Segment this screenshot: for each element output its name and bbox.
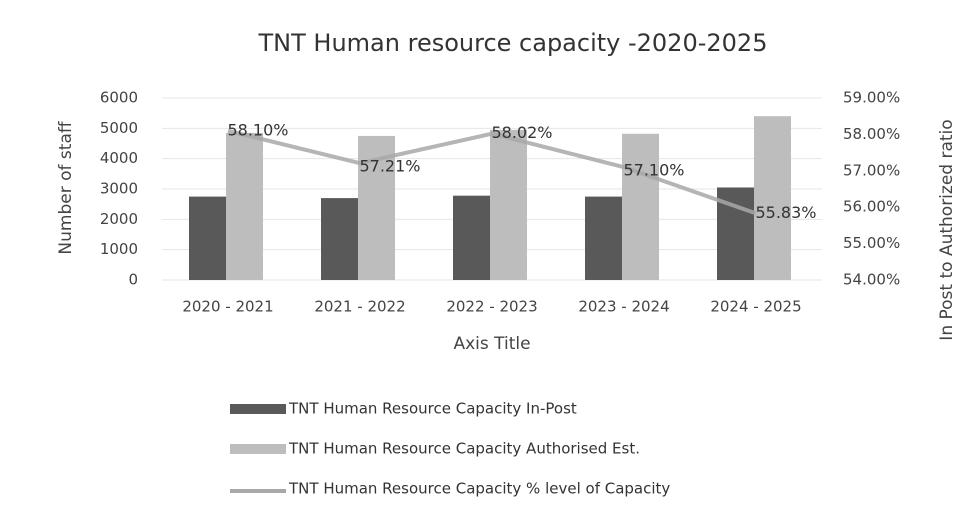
y-tick-label: 1000 (100, 240, 138, 258)
legend-label: TNT Human Resource Capacity Authorised E… (288, 440, 640, 458)
y2-tick-label: 56.00% (843, 198, 900, 216)
y2-tick-label: 54.00% (843, 271, 900, 289)
y2-tick-label: 55.00% (843, 234, 900, 252)
data-label: 57.21% (359, 157, 420, 176)
bar (226, 132, 263, 280)
bar (490, 129, 527, 280)
bar (321, 198, 358, 280)
legend-swatch (230, 444, 286, 454)
bar (189, 196, 226, 280)
x-tick-label: 2020 - 2021 (182, 298, 273, 316)
bar (754, 116, 791, 280)
y2-axis-title: In Post to Authorized ratio (937, 119, 957, 340)
y-tick-label: 3000 (100, 180, 138, 198)
line (227, 128, 757, 216)
data-label: 58.02% (491, 123, 552, 142)
x-axis-title: Axis Title (453, 334, 530, 354)
y2-tick-label: 58.00% (843, 125, 900, 143)
data-label: 57.10% (623, 161, 684, 180)
y-tick-label: 5000 (100, 119, 138, 137)
y2-tick-label: 59.00% (843, 89, 900, 107)
y-tick-label: 4000 (100, 149, 138, 167)
chart-title: TNT Human resource capacity -2020-2025 (258, 29, 768, 57)
x-tick-label: 2024 - 2025 (710, 298, 801, 316)
y-tick-label: 2000 (100, 210, 138, 228)
bar (585, 196, 622, 280)
legend-swatch (230, 404, 286, 414)
x-tick-label: 2021 - 2022 (314, 298, 405, 316)
data-label: 58.10% (227, 120, 288, 139)
legend-label: TNT Human Resource Capacity In-Post (288, 400, 577, 418)
y2-tick-label: 57.00% (843, 161, 900, 179)
x-tick-label: 2022 - 2023 (446, 298, 537, 316)
data-label: 55.83% (755, 203, 816, 222)
legend-label: TNT Human Resource Capacity % level of C… (288, 480, 670, 498)
bar (453, 195, 490, 280)
bar (622, 133, 659, 280)
y-tick-label: 0 (128, 271, 138, 289)
x-tick-label: 2023 - 2024 (578, 298, 669, 316)
y-axis-title: Number of staff (56, 120, 76, 254)
y-tick-label: 6000 (100, 89, 138, 107)
